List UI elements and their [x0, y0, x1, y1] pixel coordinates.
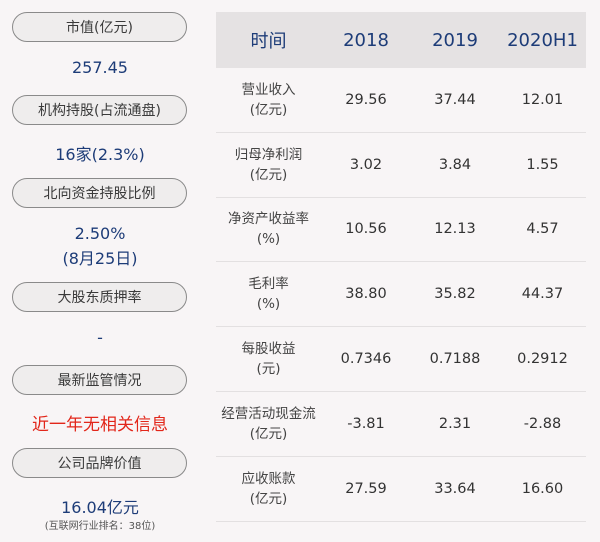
- cell-2020h1: 16.60: [521, 480, 564, 497]
- cell-2020h1: 4.57: [526, 221, 559, 238]
- row-label: 每股收益 (元): [216, 339, 321, 379]
- cell-2018: 29.56: [345, 91, 387, 108]
- stock-summary-panel: 市值(亿元) 257.45 机构持股(占流通盘) 16家(2.3%) 北向资金持…: [0, 0, 200, 542]
- row-label-main: 每股收益: [241, 341, 296, 358]
- table-row: 应收账款 (亿元) 27.59 33.64 16.60: [216, 457, 586, 522]
- table-row: 毛利率 (%) 38.80 35.82 44.37: [216, 262, 586, 328]
- row-label-main: 营业收入: [241, 81, 296, 98]
- table-row: 净资产收益率 (%) 10.56 12.13 4.57: [216, 198, 586, 263]
- northbound-ratio-date: (8月25日): [62, 249, 138, 268]
- regulation-label: 最新监管情况: [12, 365, 187, 395]
- row-label: 经营活动现金流 (亿元): [216, 404, 321, 444]
- cell-2018: 38.80: [345, 286, 387, 303]
- brand-rank-note: (互联网行业排名：38位): [44, 521, 156, 532]
- cell-2018: 10.56: [345, 221, 387, 238]
- cell-2019: 33.64: [434, 480, 476, 497]
- cell-2019: 35.82: [434, 286, 476, 303]
- header-period: 时间: [250, 31, 287, 52]
- cell-2020h1: 12.01: [521, 91, 564, 108]
- table-row: 归母净利润 (亿元) 3.02 3.84 1.55: [216, 133, 586, 198]
- row-label: 归母净利润 (亿元): [216, 145, 321, 185]
- table-row: 营业收入 (亿元) 29.56 37.44 12.01: [216, 68, 586, 133]
- cell-2018: 27.59: [345, 480, 387, 497]
- cell-2019: 3.84: [438, 156, 472, 173]
- cell-2020h1: -2.88: [523, 415, 562, 432]
- cell-2020h1: 0.2912: [517, 351, 568, 368]
- table-row: 经营活动现金流 (亿元) -3.81 2.31 -2.88: [216, 392, 586, 457]
- row-label: 应收账款 (亿元): [216, 469, 321, 509]
- cell-2018: 0.7346: [340, 351, 392, 368]
- institutional-holdings-label: 机构持股(占流通盘): [12, 95, 187, 125]
- header-2018: 2018: [343, 29, 389, 51]
- brand-value: 16.04亿元: [61, 498, 139, 517]
- row-label-unit: (亿元): [249, 490, 288, 507]
- cell-2019: 12.13: [434, 221, 476, 238]
- row-label-main: 应收账款: [241, 470, 296, 487]
- row-label: 净资产收益率 (%): [216, 209, 321, 249]
- cell-2019: 0.7188: [429, 351, 481, 368]
- institutional-holdings-value: 16家(2.3%): [55, 145, 145, 164]
- cell-2020h1: 44.37: [521, 286, 564, 303]
- header-2019: 2019: [432, 29, 478, 51]
- row-label: 毛利率 (%): [216, 274, 321, 314]
- market-cap-value: 257.45: [72, 58, 128, 77]
- cell-2019: 37.44: [434, 91, 476, 108]
- table-header: 时间 2018 2019 2020H1: [216, 12, 586, 68]
- row-label-main: 毛利率: [248, 276, 289, 293]
- row-label: 营业收入 (亿元): [216, 80, 321, 120]
- row-label-unit: (亿元): [249, 425, 288, 442]
- row-label-unit: (%): [256, 296, 281, 313]
- header-2020h1: 2020H1: [507, 29, 578, 51]
- table-row: 每股收益 (元) 0.7346 0.7188 0.2912: [216, 327, 586, 392]
- pledge-ratio-value: -: [97, 328, 103, 347]
- row-label-unit: (亿元): [249, 166, 288, 183]
- cell-2020h1: 1.55: [526, 156, 559, 173]
- market-cap-label: 市值(亿元): [12, 12, 187, 42]
- row-label-unit: (亿元): [249, 101, 288, 118]
- row-label-main: 归母净利润: [234, 146, 303, 163]
- row-label-main: 经营活动现金流: [221, 405, 316, 422]
- row-label-main: 净资产收益率: [228, 211, 309, 228]
- pledge-ratio-label: 大股东质押率: [12, 282, 187, 312]
- cell-2019: 2.31: [438, 415, 472, 432]
- northbound-ratio-value: 2.50%: [74, 224, 126, 243]
- row-label-unit: (元): [256, 361, 281, 378]
- cell-2018: 3.02: [349, 156, 383, 173]
- cell-2018: -3.81: [347, 415, 385, 432]
- financial-table: 时间 2018 2019 2020H1 营业收入 (亿元) 29.56 37.44 12…: [216, 12, 586, 522]
- brand-value-label: 公司品牌价值: [12, 448, 187, 478]
- regulation-value: 近一年无相关信息: [32, 415, 168, 435]
- row-label-unit: (%): [256, 231, 281, 248]
- northbound-ratio-label: 北向资金持股比例: [12, 178, 187, 208]
